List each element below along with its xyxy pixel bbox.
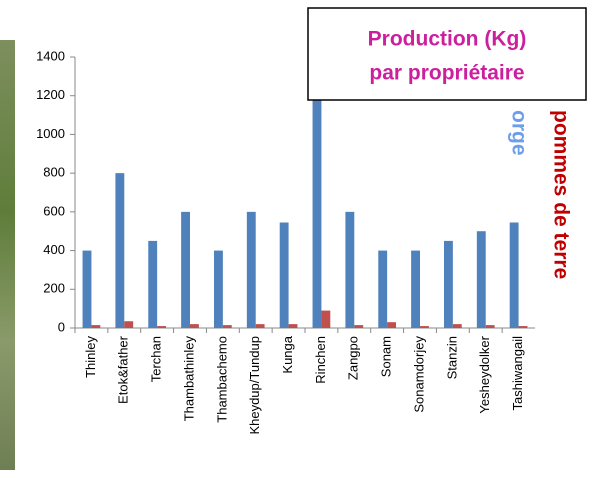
bar [148, 240, 158, 328]
x-tick-label: Sonamdorjey [411, 336, 426, 413]
y-tick-label: 0 [58, 319, 65, 334]
bar [181, 211, 190, 328]
x-tick-label: Tashiwangail [510, 336, 525, 411]
x-tick-label: Etok&father [116, 335, 131, 404]
bar [279, 222, 289, 328]
bar [246, 211, 256, 328]
bar [354, 325, 364, 328]
x-tick-label: Thambachemo [214, 336, 229, 423]
y-tick-label: 800 [43, 165, 65, 180]
bar [518, 326, 528, 328]
chart-title: Production (Kg) [368, 28, 527, 51]
x-tick-label: Rinchen [313, 336, 328, 384]
x-tick-label: Kunga [280, 335, 295, 373]
bar [476, 231, 486, 328]
bar [213, 250, 223, 328]
bar [82, 250, 92, 328]
x-tick-label: Zangpo [346, 336, 361, 380]
y-tick-label: 1400 [36, 48, 65, 63]
bar [222, 325, 232, 328]
x-tick-label: Kheydup/Tundup [247, 336, 262, 435]
bar [157, 326, 167, 328]
bar [321, 310, 331, 328]
legend-label: orge [507, 110, 530, 156]
title-box [307, 7, 587, 101]
y-tick-label: 1200 [36, 87, 65, 102]
bar [312, 95, 322, 328]
legend-label: pommes de terre [549, 110, 572, 279]
bar [443, 240, 453, 328]
y-tick-label: 200 [43, 281, 65, 296]
chart-title: par propriétaire [369, 62, 524, 85]
y-tick-label: 400 [43, 242, 65, 257]
x-tick-label: Thambathinley [181, 336, 196, 422]
photo-background [0, 40, 15, 470]
x-tick-label: Yesheydolker [477, 335, 492, 413]
bar [255, 324, 265, 328]
bar [378, 250, 388, 328]
y-tick-label: 1000 [36, 126, 65, 141]
y-tick-label: 600 [43, 203, 65, 218]
bar [411, 250, 420, 328]
bar [288, 324, 298, 328]
x-tick-label: Thinley [83, 336, 98, 378]
bar [91, 325, 101, 328]
bar [115, 173, 125, 328]
bar [345, 211, 355, 328]
bar [190, 324, 199, 328]
bar [485, 325, 495, 328]
bar [452, 324, 462, 328]
bar [387, 322, 397, 328]
bar [509, 222, 519, 328]
x-tick-label: Stanzin [444, 336, 459, 379]
x-tick-label: Terchan [149, 336, 164, 382]
x-tick-label: Sonam [379, 336, 394, 377]
bar [420, 326, 429, 328]
bar [124, 321, 134, 328]
